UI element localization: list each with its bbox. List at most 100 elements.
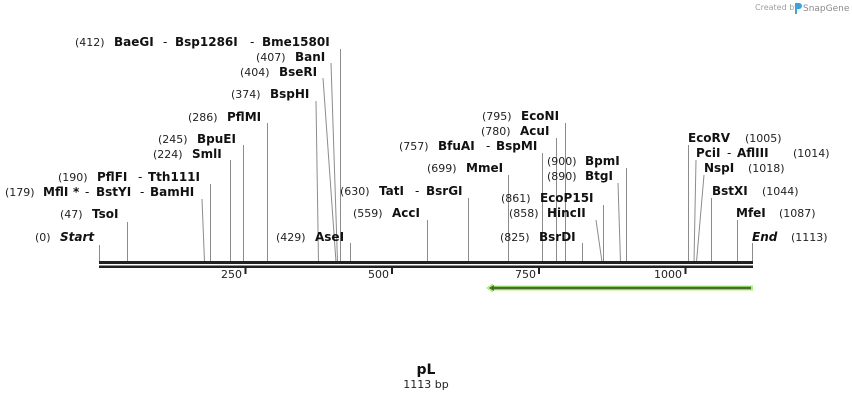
site-line-bsphi [315, 100, 319, 263]
site-label-pflfi[interactable]: (190) PflFI - Tth111I [58, 170, 200, 184]
site-label-smli[interactable]: (224) SmlI [153, 147, 222, 161]
enzyme-name: BamHI [150, 185, 194, 199]
site-position: (286) [188, 111, 218, 124]
site-label-bstxi[interactable]: BstXI (1044) [712, 184, 799, 198]
enzyme-name: MmeI [466, 161, 503, 175]
site-label-asei[interactable]: (429) AseI [276, 230, 344, 244]
plasmid-length: 1113 bp [403, 378, 448, 391]
tick-label-500: 500 [368, 268, 389, 281]
site-label-bpuei[interactable]: (245) BpuEI [158, 132, 236, 146]
enzyme-name: AccI [392, 206, 420, 220]
site-label-mfei[interactable]: MfeI (1087) [736, 206, 816, 220]
star-activity-marker: * [73, 185, 80, 199]
separator: - [415, 184, 419, 198]
site-label-baegi[interactable]: (412) BaeGI - Bsp1286I - Bme1580I [75, 35, 330, 49]
enzyme-name: Bsp1286I [175, 35, 238, 49]
separator: - [140, 185, 144, 199]
tick-250 [244, 266, 247, 274]
enzyme-name: EcoNI [521, 109, 559, 123]
site-label-ecorv[interactable]: EcoRV (1005) [688, 131, 782, 145]
site-label-nspi[interactable]: NspI (1018) [704, 161, 785, 175]
site-position: (861) [501, 192, 531, 205]
axis-ticks: 250 500 750 1000 [221, 266, 687, 281]
site-position: (1018) [748, 162, 785, 175]
enzyme-name: BstXI [712, 184, 748, 198]
enzyme-name: PciI [696, 146, 721, 160]
site-line-pcii [693, 159, 697, 263]
site-position: (407) [256, 51, 286, 64]
sequence-backbone [99, 261, 753, 268]
site-label-bsphi[interactable]: (374) BspHI [231, 87, 309, 101]
enzyme-name: AflIII [737, 146, 769, 160]
backbone-top-strand [99, 261, 753, 264]
site-label-mfli[interactable]: (179) MflI * - BstYI - BamHI [5, 185, 194, 199]
site-position: (795) [482, 110, 512, 123]
feature-arrow[interactable] [486, 283, 753, 293]
site-position: (757) [399, 140, 429, 153]
enzyme-name: Bme1580I [262, 35, 330, 49]
enzyme-name: AseI [315, 230, 344, 244]
site-label-pcii[interactable]: PciI - AflIII (1014) [696, 146, 830, 160]
site-position: (374) [231, 88, 261, 101]
site-label-start[interactable]: (0) Start [35, 230, 95, 244]
enzyme-name: BsrGI [426, 184, 463, 198]
site-label-btgi[interactable]: (890) BtgI [547, 169, 613, 183]
enzyme-name: PflFI [97, 170, 127, 184]
site-label-hincii[interactable]: (858) HincII [509, 206, 586, 220]
site-position: (1044) [762, 185, 799, 198]
tick-label-250: 250 [221, 268, 242, 281]
site-labels: (412) BaeGI - Bsp1286I - Bme1580I (407) … [5, 35, 830, 244]
enzyme-name: BpmI [585, 154, 620, 168]
tick-label-750: 750 [515, 268, 536, 281]
enzyme-name: AcuI [520, 124, 549, 138]
separator: - [250, 35, 254, 49]
tick-500 [391, 266, 393, 274]
enzyme-name: PflMI [227, 110, 261, 124]
enzyme-name: SmlI [192, 147, 222, 161]
site-line-nspi [696, 174, 705, 263]
site-label-ecop15i[interactable]: (861) EcoP15I [501, 191, 594, 205]
site-position: (780) [481, 125, 511, 138]
site-position: (559) [353, 207, 383, 220]
enzyme-name: BspMI [496, 139, 537, 153]
enzyme-name: BstYI [96, 185, 131, 199]
site-position: (224) [153, 148, 183, 161]
site-position: (1005) [745, 132, 782, 145]
enzyme-name: EcoP15I [540, 191, 594, 205]
site-line-hincii [595, 219, 603, 263]
enzyme-name: BanI [295, 50, 325, 64]
site-position: (825) [500, 231, 530, 244]
site-label-acci[interactable]: (559) AccI [353, 206, 420, 220]
site-label-bsrdi[interactable]: (825) BsrDI [500, 230, 576, 244]
cut-site-lines [99, 49, 753, 263]
enzyme-name: BtgI [585, 169, 613, 183]
site-label-end[interactable]: End (1113) [752, 230, 828, 244]
site-label-acui[interactable]: (780) AcuI [481, 124, 549, 138]
site-line-bseri [322, 77, 337, 263]
site-label-tsoi[interactable]: (47) TsoI [60, 207, 118, 221]
site-position: (1087) [779, 207, 816, 220]
site-label-bfuai[interactable]: (757) BfuAI - BspMI [399, 139, 537, 153]
enzyme-name: BspHI [270, 87, 309, 101]
plasmid-name: pL [417, 362, 436, 378]
enzyme-name: BsrDI [539, 230, 576, 244]
site-label-pflmi[interactable]: (286) PflMI [188, 110, 261, 124]
enzyme-name: TsoI [92, 207, 118, 221]
site-label-bpmi[interactable]: (900) BpmI [547, 154, 620, 168]
separator: - [85, 185, 89, 199]
site-position: (1014) [793, 147, 830, 160]
credit-brand: SnapGene [803, 4, 850, 14]
site-label-bani[interactable]: (407) BanI [256, 50, 325, 64]
site-label-bseri[interactable]: (404) BseRI [240, 65, 317, 79]
sequence-end-label: End [752, 230, 778, 244]
site-label-tati[interactable]: (630) TatI - BsrGI [340, 184, 463, 198]
separator: - [138, 170, 142, 184]
site-position: (429) [276, 231, 306, 244]
site-position: (404) [240, 66, 270, 79]
plasmid-title-block: pL 1113 bp [403, 362, 448, 391]
site-position: (900) [547, 155, 577, 168]
site-label-econi[interactable]: (795) EcoNI [482, 109, 559, 123]
site-position: (47) [60, 208, 83, 221]
site-label-mmei[interactable]: (699) MmeI [427, 161, 503, 175]
